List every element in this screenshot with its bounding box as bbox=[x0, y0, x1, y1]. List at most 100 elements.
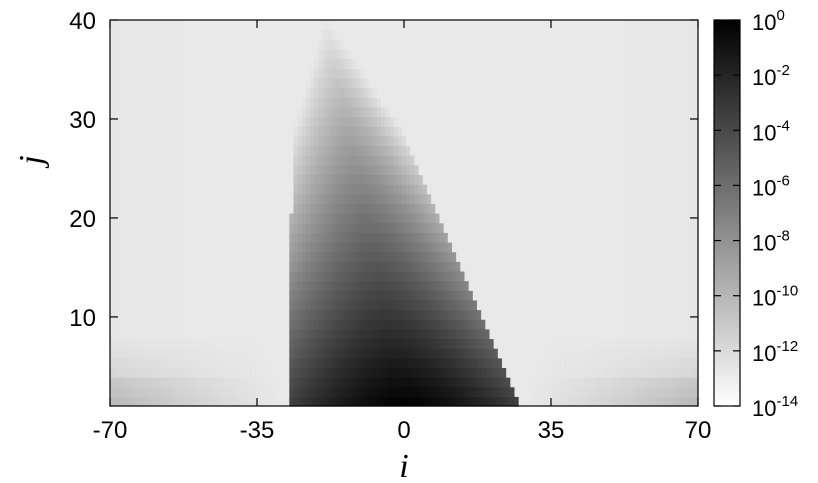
heatmap-cell bbox=[401, 251, 407, 262]
heatmap-cell bbox=[218, 338, 224, 349]
heatmap-cell bbox=[210, 58, 215, 69]
heatmap-cell bbox=[610, 232, 616, 243]
heatmap-cell bbox=[593, 155, 599, 166]
heatmap-cell bbox=[164, 309, 169, 320]
heatmap-cell bbox=[660, 155, 666, 166]
heatmap-cell bbox=[276, 319, 282, 330]
heatmap-cell bbox=[618, 386, 624, 397]
heatmap-cell bbox=[514, 319, 520, 330]
heatmap-cell bbox=[497, 348, 503, 359]
heatmap-cell bbox=[172, 261, 178, 272]
heatmap-cell bbox=[347, 203, 353, 214]
heatmap-cell bbox=[335, 232, 340, 243]
heatmap-cell bbox=[593, 299, 599, 311]
heatmap-cell bbox=[226, 155, 232, 166]
heatmap-cell bbox=[589, 213, 595, 224]
heatmap-cell bbox=[368, 328, 374, 340]
heatmap-cell bbox=[418, 164, 424, 175]
heatmap-cell bbox=[356, 116, 361, 127]
heatmap-cell bbox=[364, 299, 370, 311]
heatmap-cell bbox=[293, 222, 299, 233]
heatmap-cell bbox=[560, 251, 566, 262]
heatmap-cell bbox=[272, 319, 278, 330]
heatmap-cell bbox=[247, 58, 253, 69]
heatmap-cell bbox=[135, 213, 140, 224]
heatmap-cell bbox=[456, 338, 461, 349]
heatmap-cell bbox=[185, 164, 190, 175]
heatmap-cell bbox=[468, 377, 474, 388]
heatmap-cell bbox=[235, 357, 240, 368]
heatmap-cell bbox=[522, 87, 528, 98]
heatmap-cell bbox=[552, 164, 557, 175]
heatmap-cell bbox=[189, 386, 194, 397]
heatmap-cell bbox=[685, 357, 691, 368]
heatmap-cell bbox=[393, 87, 399, 98]
heatmap-cell bbox=[622, 270, 628, 282]
heatmap-cell bbox=[577, 203, 582, 214]
heatmap-cell bbox=[143, 232, 149, 243]
heatmap-cell bbox=[201, 145, 207, 156]
heatmap-cell bbox=[293, 338, 299, 349]
heatmap-cell bbox=[364, 367, 370, 378]
heatmap-cell bbox=[164, 377, 169, 388]
heatmap-cell bbox=[368, 116, 374, 127]
heatmap-cell bbox=[610, 377, 616, 388]
heatmap-cell bbox=[589, 193, 595, 204]
heatmap-cell bbox=[226, 357, 232, 368]
heatmap-cell bbox=[226, 367, 232, 378]
heatmap-cell bbox=[581, 106, 586, 118]
heatmap-cell bbox=[118, 232, 124, 243]
heatmap-cell bbox=[218, 348, 224, 359]
heatmap-cell bbox=[230, 290, 236, 301]
heatmap-cell bbox=[597, 386, 603, 397]
heatmap-cell bbox=[347, 213, 353, 224]
heatmap-cell bbox=[518, 299, 524, 311]
heatmap-cell bbox=[251, 280, 257, 291]
heatmap-cell bbox=[280, 222, 286, 233]
heatmap-cell bbox=[118, 77, 124, 89]
heatmap-cell bbox=[172, 193, 178, 204]
heatmap-cell bbox=[685, 367, 691, 378]
heatmap-cell bbox=[280, 367, 286, 378]
heatmap-cell bbox=[401, 203, 407, 214]
heatmap-cell bbox=[114, 309, 119, 320]
heatmap-cell bbox=[372, 155, 378, 166]
heatmap-cell bbox=[322, 184, 328, 195]
heatmap-cell bbox=[639, 222, 645, 233]
heatmap-cell bbox=[476, 203, 482, 214]
heatmap-cell bbox=[472, 241, 478, 253]
heatmap-cell bbox=[306, 116, 311, 127]
heatmap-cell bbox=[552, 106, 557, 118]
heatmap-cell bbox=[406, 270, 411, 282]
heatmap-cell bbox=[160, 270, 165, 282]
heatmap-cell bbox=[360, 338, 365, 349]
heatmap-cell bbox=[285, 203, 290, 214]
heatmap-cell bbox=[326, 213, 332, 224]
heatmap-cell bbox=[172, 58, 178, 69]
heatmap-cell bbox=[397, 261, 403, 272]
heatmap-cell bbox=[335, 270, 340, 282]
heatmap-cell bbox=[214, 68, 220, 79]
heatmap-cell bbox=[518, 338, 524, 349]
heatmap-cell bbox=[364, 213, 370, 224]
heatmap-cell bbox=[276, 386, 282, 397]
heatmap-cell bbox=[401, 155, 407, 166]
heatmap-cell bbox=[468, 270, 474, 282]
heatmap-cell bbox=[685, 241, 691, 253]
heatmap-cell bbox=[547, 348, 553, 359]
heatmap-cell bbox=[155, 87, 161, 98]
heatmap-cell bbox=[222, 348, 228, 359]
heatmap-cell bbox=[218, 97, 224, 108]
heatmap-cell bbox=[593, 251, 599, 262]
heatmap-cell bbox=[443, 77, 449, 89]
heatmap-cell bbox=[476, 87, 482, 98]
heatmap-cell bbox=[272, 213, 278, 224]
heatmap-cell bbox=[447, 270, 453, 282]
heatmap-cell bbox=[597, 77, 603, 89]
heatmap-cell bbox=[464, 106, 470, 118]
heatmap-cell bbox=[331, 338, 336, 349]
heatmap-cell bbox=[239, 348, 245, 359]
heatmap-cell bbox=[602, 77, 607, 89]
heatmap-cell bbox=[435, 68, 441, 79]
heatmap-cell bbox=[151, 261, 157, 272]
